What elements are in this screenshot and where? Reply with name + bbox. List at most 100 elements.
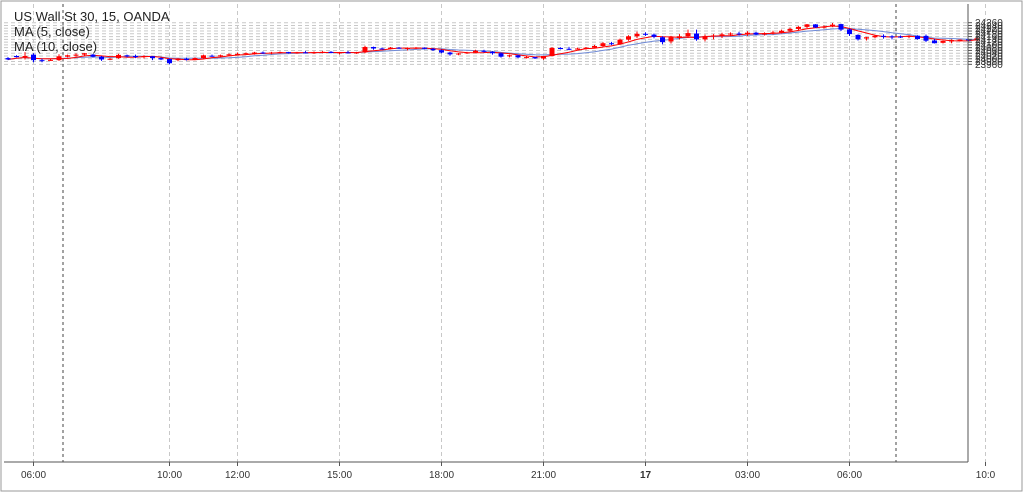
candle[interactable] [99,56,104,61]
candle[interactable] [184,57,189,61]
candle[interactable] [413,46,419,50]
candle[interactable] [294,51,300,54]
candle[interactable] [226,53,232,56]
candle[interactable] [957,39,963,42]
candle[interactable] [855,34,861,41]
candle[interactable] [660,36,665,45]
candle[interactable] [779,29,784,34]
candle[interactable] [5,57,11,61]
candle[interactable] [473,49,478,53]
candle[interactable] [354,51,359,54]
candle[interactable] [39,58,45,63]
candle[interactable] [847,28,852,36]
candle[interactable] [753,31,759,36]
candle[interactable] [651,33,657,39]
candle[interactable] [940,40,946,44]
candle[interactable] [133,54,138,59]
candle[interactable] [328,51,334,54]
candle[interactable] [762,32,767,36]
candle[interactable] [337,51,342,55]
candle[interactable] [362,45,368,54]
candle[interactable] [719,32,725,38]
candle[interactable] [158,57,164,61]
candle[interactable] [974,36,980,42]
candle[interactable] [668,35,674,44]
candle[interactable] [430,47,436,52]
candle[interactable] [626,35,631,41]
candle[interactable] [787,27,793,32]
candle[interactable] [575,47,580,50]
time-axis[interactable]: 06:00 10:00 12:00 15:00 18:00 21:00 17 03:00 06:… [4,461,996,481]
candle[interactable] [949,39,954,44]
candle[interactable] [702,34,708,42]
candle[interactable] [906,35,912,39]
candle[interactable] [311,51,317,54]
candle[interactable] [821,25,827,29]
candle[interactable] [838,23,844,32]
candle[interactable] [677,34,682,40]
candle[interactable] [303,51,308,54]
candle[interactable] [498,52,504,58]
candle[interactable] [73,53,79,57]
candle[interactable] [643,32,648,36]
candle[interactable] [218,54,223,58]
candle[interactable] [14,55,19,58]
candle[interactable] [515,54,521,59]
candle[interactable] [898,35,903,38]
candle[interactable] [235,52,240,56]
candle[interactable] [107,58,113,61]
candle[interactable] [558,47,563,50]
candle[interactable] [141,55,147,59]
candle[interactable] [201,54,206,59]
candle[interactable] [31,53,36,63]
candle[interactable] [447,51,453,56]
legend-ma10[interactable]: MA (10, close) [14,39,98,54]
candle[interactable] [124,54,130,58]
candle[interactable] [549,47,555,57]
candle[interactable] [396,47,402,49]
candle[interactable] [634,31,640,38]
candle[interactable] [541,56,546,60]
candle[interactable] [617,38,623,45]
candle[interactable] [405,47,410,51]
candle[interactable] [22,52,28,60]
candle[interactable] [524,56,529,59]
candle[interactable] [422,47,427,50]
candle[interactable] [379,47,385,50]
legend-symbol[interactable]: US Wall St 30, 15, OANDA [14,9,170,24]
candle[interactable] [490,51,495,55]
candle[interactable] [56,54,62,61]
candle[interactable] [90,53,96,58]
candle[interactable] [745,31,750,36]
candle[interactable] [48,58,53,61]
candle[interactable] [566,46,572,51]
candle[interactable] [532,56,538,60]
candle[interactable] [889,35,895,40]
candle[interactable] [167,58,172,65]
candle[interactable] [813,24,818,28]
candle[interactable] [439,49,444,54]
candle[interactable] [685,29,691,38]
candle[interactable] [286,51,291,54]
candle[interactable] [269,51,274,55]
candle[interactable] [694,29,699,41]
candle[interactable] [592,44,597,49]
candle[interactable] [796,26,801,31]
candle[interactable] [609,41,614,46]
candle[interactable] [932,39,937,44]
candle[interactable] [881,34,886,39]
candle[interactable] [830,22,835,28]
price-axis[interactable]: 2396023980240002402024040240602408024100… [967,4,1003,462]
candle[interactable] [192,57,198,61]
candle[interactable] [345,51,351,54]
candle[interactable] [456,52,461,56]
candle[interactable] [320,51,325,54]
candle[interactable] [864,36,869,41]
candle[interactable] [736,31,742,36]
candle[interactable] [65,54,70,58]
candle[interactable] [770,30,776,35]
candle[interactable] [252,51,257,55]
candle[interactable] [915,35,920,40]
candle[interactable] [728,32,733,36]
